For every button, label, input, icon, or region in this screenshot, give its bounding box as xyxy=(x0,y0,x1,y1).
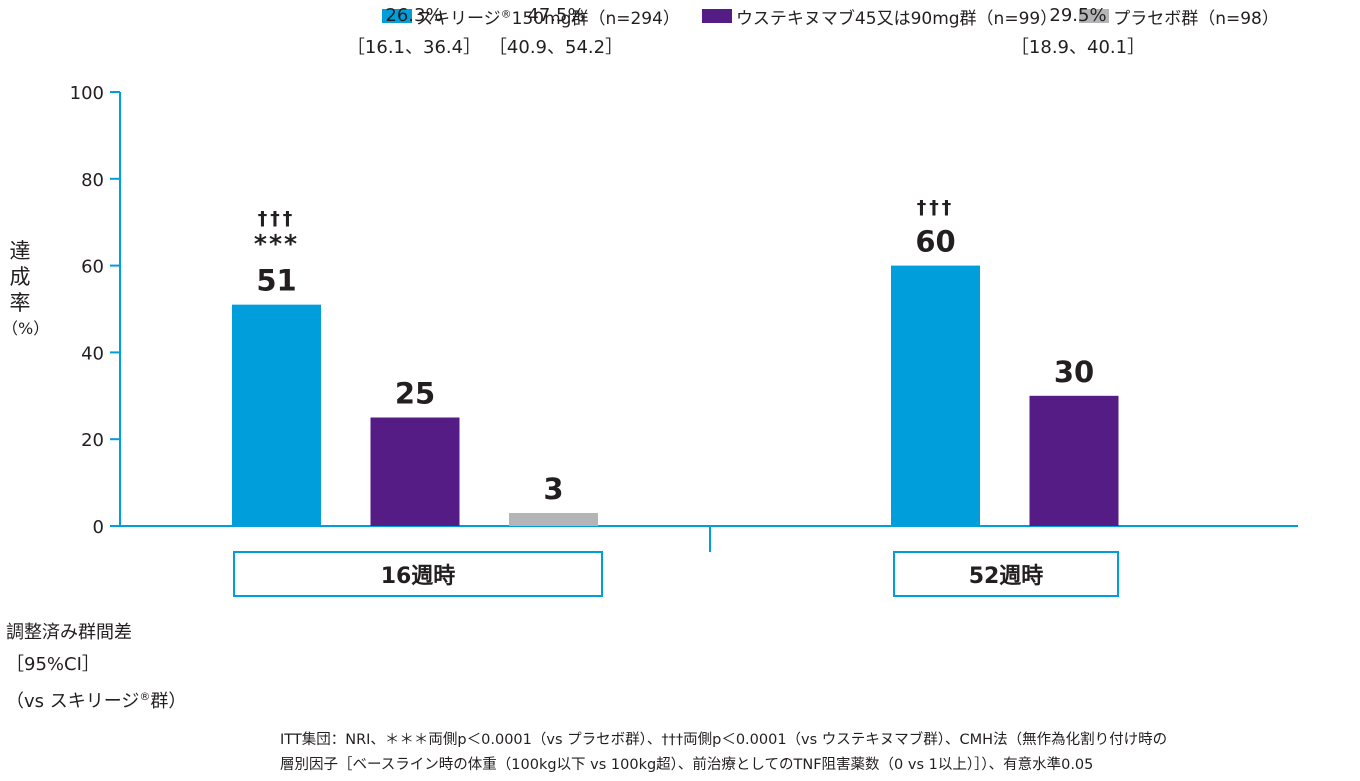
legend-swatch xyxy=(701,9,732,23)
legend-label: プラセボ群（n=98） xyxy=(1113,8,1279,29)
legend: スキリージ®150mg群（n=294） ウステキヌマブ45又は90mg群（n=9… xyxy=(382,4,1301,29)
diff-ci: ［16.1、36.4］ xyxy=(346,37,482,58)
y-tick-label: 0 xyxy=(93,517,104,538)
significance-annotation: ††† xyxy=(258,208,296,230)
bar-value-label: 60 xyxy=(915,225,955,259)
legend-label: ウステキヌマブ45又は90mg群（n=99） xyxy=(735,8,1058,29)
diff-value-ustekinumab-52w: 29.5% ［18.9、40.1］ xyxy=(1000,0,1156,64)
legend-item-ustekinumab: ウステキヌマブ45又は90mg群（n=99） xyxy=(701,4,1058,29)
group-label-16w: 16週時 xyxy=(233,551,603,597)
footnote: ITT集団：NRI、＊＊＊両側p＜0.0001（vs プラセボ群）、†††両側p… xyxy=(280,728,1167,778)
diff-value-placebo-16w: 47.5% ［40.9、54.2］ xyxy=(478,0,634,64)
group-label-text: 16週時 xyxy=(380,564,456,589)
y-axis-label: 達 成 率 （%） xyxy=(2,238,50,342)
diff-pct: 29.5% xyxy=(1049,5,1107,26)
bar xyxy=(1029,395,1119,526)
y-axis-label-char: 成 xyxy=(9,265,31,289)
bar xyxy=(509,512,598,526)
diff-label-line: ［95%CI］ xyxy=(6,654,100,675)
y-axis-label-char: 率 xyxy=(9,291,31,315)
legend-swatch xyxy=(1079,9,1110,23)
diff-ci: ［18.9、40.1］ xyxy=(1010,37,1146,58)
diff-label-line: （vs スキリージ®群） xyxy=(6,690,187,712)
y-tick-label: 20 xyxy=(81,430,104,451)
significance-annotation: *** xyxy=(254,230,299,259)
legend-label: スキリージ®150mg群（n=294） xyxy=(416,6,680,29)
bar xyxy=(232,304,321,526)
y-tick-label: 60 xyxy=(81,257,104,278)
footnote-line: 層別因子［ベースライン時の体重（100kg以下 vs 100kg超）、前治療とし… xyxy=(280,757,1094,773)
y-tick-label: 80 xyxy=(81,170,104,191)
group-label-text: 52週時 xyxy=(968,564,1044,589)
legend-item-placebo: プラセボ群（n=98） xyxy=(1079,4,1279,29)
legend-item-skyrizi: スキリージ®150mg群（n=294） xyxy=(382,4,680,29)
y-tick-label: 100 xyxy=(70,83,104,104)
footnote-line: ITT集団：NRI、＊＊＊両側p＜0.0001（vs プラセボ群）、†††両側p… xyxy=(280,732,1168,748)
legend-swatch xyxy=(382,9,412,23)
bar-value-label: 3 xyxy=(543,472,563,506)
y-tick-label: 40 xyxy=(81,343,104,364)
bar-value-label: 51 xyxy=(256,264,296,298)
y-axis-label-char: 達 xyxy=(9,239,31,263)
significance-annotation: ††† xyxy=(917,197,955,219)
diff-label-line: 調整済み群間差 xyxy=(6,622,132,643)
diff-ci: ［40.9、54.2］ xyxy=(488,37,624,58)
bar xyxy=(370,417,460,526)
bar xyxy=(891,265,980,526)
diff-value-ustekinumab-16w: 26.3% ［16.1、36.4］ xyxy=(336,0,492,64)
adjusted-difference-label: 調整済み群間差 ［95%CI］ （vs スキリージ®群） xyxy=(6,617,186,718)
bar-value-label: 30 xyxy=(1054,355,1094,389)
diff-pct: 26.3% xyxy=(385,5,443,26)
bar-value-label: 25 xyxy=(395,377,435,411)
y-axis-unit: （%） xyxy=(2,319,50,338)
group-label-52w: 52週時 xyxy=(893,551,1119,597)
diff-pct: 47.5% xyxy=(527,5,585,26)
